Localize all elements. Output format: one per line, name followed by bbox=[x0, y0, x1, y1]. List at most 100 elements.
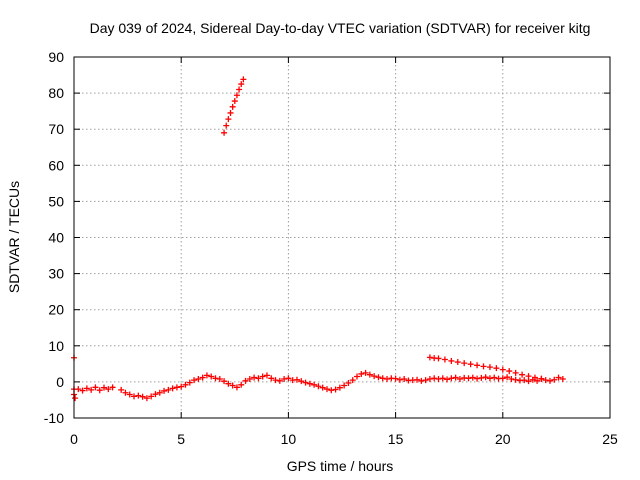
data-point bbox=[474, 375, 481, 382]
y-tick-label: -10 bbox=[44, 410, 64, 426]
series-kitg-spike bbox=[221, 76, 247, 136]
data-point bbox=[242, 377, 249, 384]
x-tick-label: 25 bbox=[602, 431, 618, 447]
data-point bbox=[182, 381, 189, 388]
data-point bbox=[156, 389, 163, 396]
data-point bbox=[315, 383, 322, 390]
y-tick-label: 0 bbox=[56, 374, 64, 390]
data-point bbox=[486, 375, 493, 382]
data-point bbox=[216, 376, 223, 383]
data-point bbox=[478, 374, 485, 381]
data-point bbox=[251, 374, 258, 381]
data-point bbox=[221, 129, 228, 136]
data-point bbox=[165, 386, 172, 393]
data-point bbox=[79, 387, 86, 394]
data-point bbox=[441, 356, 448, 363]
data-point bbox=[452, 374, 459, 381]
plot-frame bbox=[73, 56, 611, 419]
y-tick-label: 80 bbox=[48, 85, 64, 101]
data-point bbox=[448, 375, 455, 382]
data-point bbox=[255, 375, 262, 382]
data-point bbox=[506, 368, 513, 375]
data-point bbox=[186, 379, 193, 386]
data-point bbox=[444, 376, 451, 383]
x-tick-label: 10 bbox=[281, 431, 297, 447]
data-point bbox=[101, 384, 108, 391]
data-point bbox=[118, 386, 125, 393]
data-point bbox=[474, 362, 481, 369]
data-point bbox=[139, 393, 146, 400]
y-tick-label: 40 bbox=[48, 230, 64, 246]
data-point bbox=[131, 393, 138, 400]
data-point bbox=[88, 386, 95, 393]
data-point bbox=[272, 377, 279, 384]
data-point bbox=[349, 377, 356, 384]
data-point bbox=[486, 364, 493, 371]
data-point bbox=[542, 377, 549, 384]
data-point bbox=[152, 391, 159, 398]
series-kitg-main bbox=[71, 354, 566, 402]
data-point bbox=[238, 381, 245, 388]
axis-ticks: -10 0 10 20 30 40 50 60 70 80 90 0 5 10 15 20 25 bbox=[44, 49, 618, 447]
x-tick-label: 15 bbox=[388, 431, 404, 447]
data-point bbox=[246, 376, 253, 383]
data-point bbox=[396, 376, 403, 383]
data-point bbox=[435, 376, 442, 383]
x-tick-label: 20 bbox=[495, 431, 511, 447]
y-tick-label: 60 bbox=[48, 157, 64, 173]
data-point bbox=[178, 383, 185, 390]
data-point bbox=[240, 76, 247, 83]
data-point bbox=[221, 378, 228, 385]
data-point bbox=[161, 387, 168, 394]
y-tick-label: 50 bbox=[48, 193, 64, 209]
data-point bbox=[512, 376, 519, 383]
data-point bbox=[480, 363, 487, 370]
data-point bbox=[259, 373, 266, 380]
data-point bbox=[293, 376, 300, 383]
data-point bbox=[358, 370, 365, 377]
data-point bbox=[143, 395, 150, 402]
y-tick-label: 30 bbox=[48, 266, 64, 282]
data-point bbox=[493, 365, 500, 372]
data-point bbox=[521, 377, 528, 384]
data-point bbox=[426, 376, 433, 383]
data-point bbox=[212, 375, 219, 382]
chart-grid bbox=[74, 57, 610, 418]
y-tick-label: 90 bbox=[48, 49, 64, 65]
data-point bbox=[519, 371, 526, 378]
data-point bbox=[375, 374, 382, 381]
data-point bbox=[508, 376, 515, 383]
data-point bbox=[148, 393, 155, 400]
data-point bbox=[422, 377, 429, 384]
data-point bbox=[431, 375, 438, 382]
data-point bbox=[538, 375, 545, 382]
data-point bbox=[426, 354, 433, 361]
data-point bbox=[231, 98, 238, 105]
y-tick-label: 70 bbox=[48, 121, 64, 137]
data-point bbox=[227, 109, 234, 116]
data-point bbox=[371, 373, 378, 380]
data-point bbox=[311, 381, 318, 388]
data-point bbox=[276, 377, 283, 384]
data-point bbox=[456, 376, 463, 383]
data-point bbox=[319, 384, 326, 391]
data-point bbox=[379, 375, 386, 382]
data-point bbox=[467, 361, 474, 368]
data-point bbox=[223, 122, 230, 129]
data-point bbox=[83, 385, 90, 392]
data-point bbox=[512, 369, 519, 376]
data-point bbox=[238, 81, 245, 88]
data-point bbox=[418, 377, 425, 384]
chart-title: Day 039 of 2024, Sidereal Day-to-day VTE… bbox=[90, 20, 591, 36]
data-point bbox=[195, 376, 202, 383]
data-point bbox=[233, 384, 240, 391]
data-point bbox=[551, 376, 558, 383]
data-point bbox=[263, 372, 270, 379]
data-point bbox=[105, 386, 112, 393]
data-point bbox=[499, 366, 506, 373]
data-point bbox=[525, 373, 532, 380]
data-point bbox=[92, 384, 99, 391]
data-point bbox=[499, 375, 506, 382]
y-axis-label: SDTVAR / TECUs bbox=[6, 181, 22, 293]
